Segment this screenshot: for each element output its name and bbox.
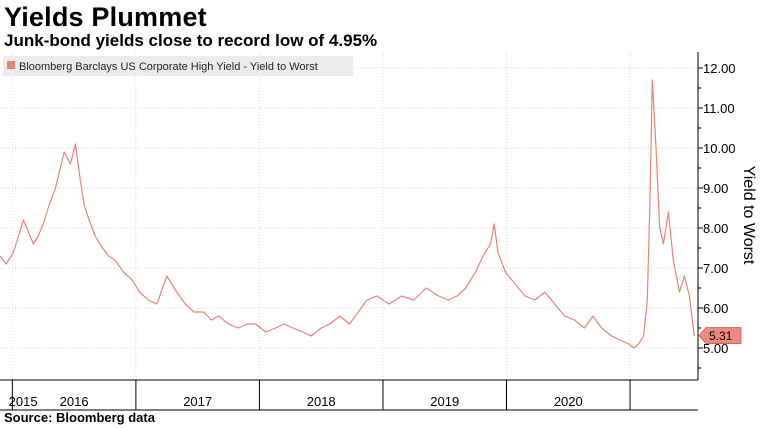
x-tick-label: 2018	[307, 394, 336, 409]
y-axis-label: Yield to Worst	[740, 166, 757, 265]
series-line-high-yield	[0, 79, 695, 349]
x-tick-label: 2015	[9, 394, 38, 409]
x-tick-label: 2020	[554, 394, 583, 409]
legend-swatch	[7, 61, 15, 69]
legend-label: Bloomberg Barclays US Corporate High Yie…	[19, 61, 318, 73]
last-value-label: 5.31	[709, 329, 733, 343]
x-tick-label: 2016	[60, 394, 89, 409]
y-tick-label: 5.00	[703, 341, 728, 356]
x-tick-label: 2019	[430, 394, 459, 409]
chart-subtitle: Junk-bond yields close to record low of …	[4, 31, 378, 50]
y-tick-label: 7.00	[703, 261, 728, 276]
y-tick-label: 6.00	[703, 301, 728, 316]
chart-title: Yields Plummet	[4, 2, 207, 32]
last-value-callout	[698, 327, 742, 344]
legend-box	[3, 56, 353, 76]
source-note: Source: Bloomberg data	[4, 410, 155, 425]
y-tick-label: 11.00	[703, 101, 735, 116]
y-tick-label: 10.00	[703, 141, 736, 156]
y-tick-label: 9.00	[703, 181, 728, 196]
x-tick-label: 2017	[183, 394, 212, 409]
y-tick-label: 8.00	[703, 221, 728, 236]
y-tick-label: 12.00	[703, 61, 736, 76]
